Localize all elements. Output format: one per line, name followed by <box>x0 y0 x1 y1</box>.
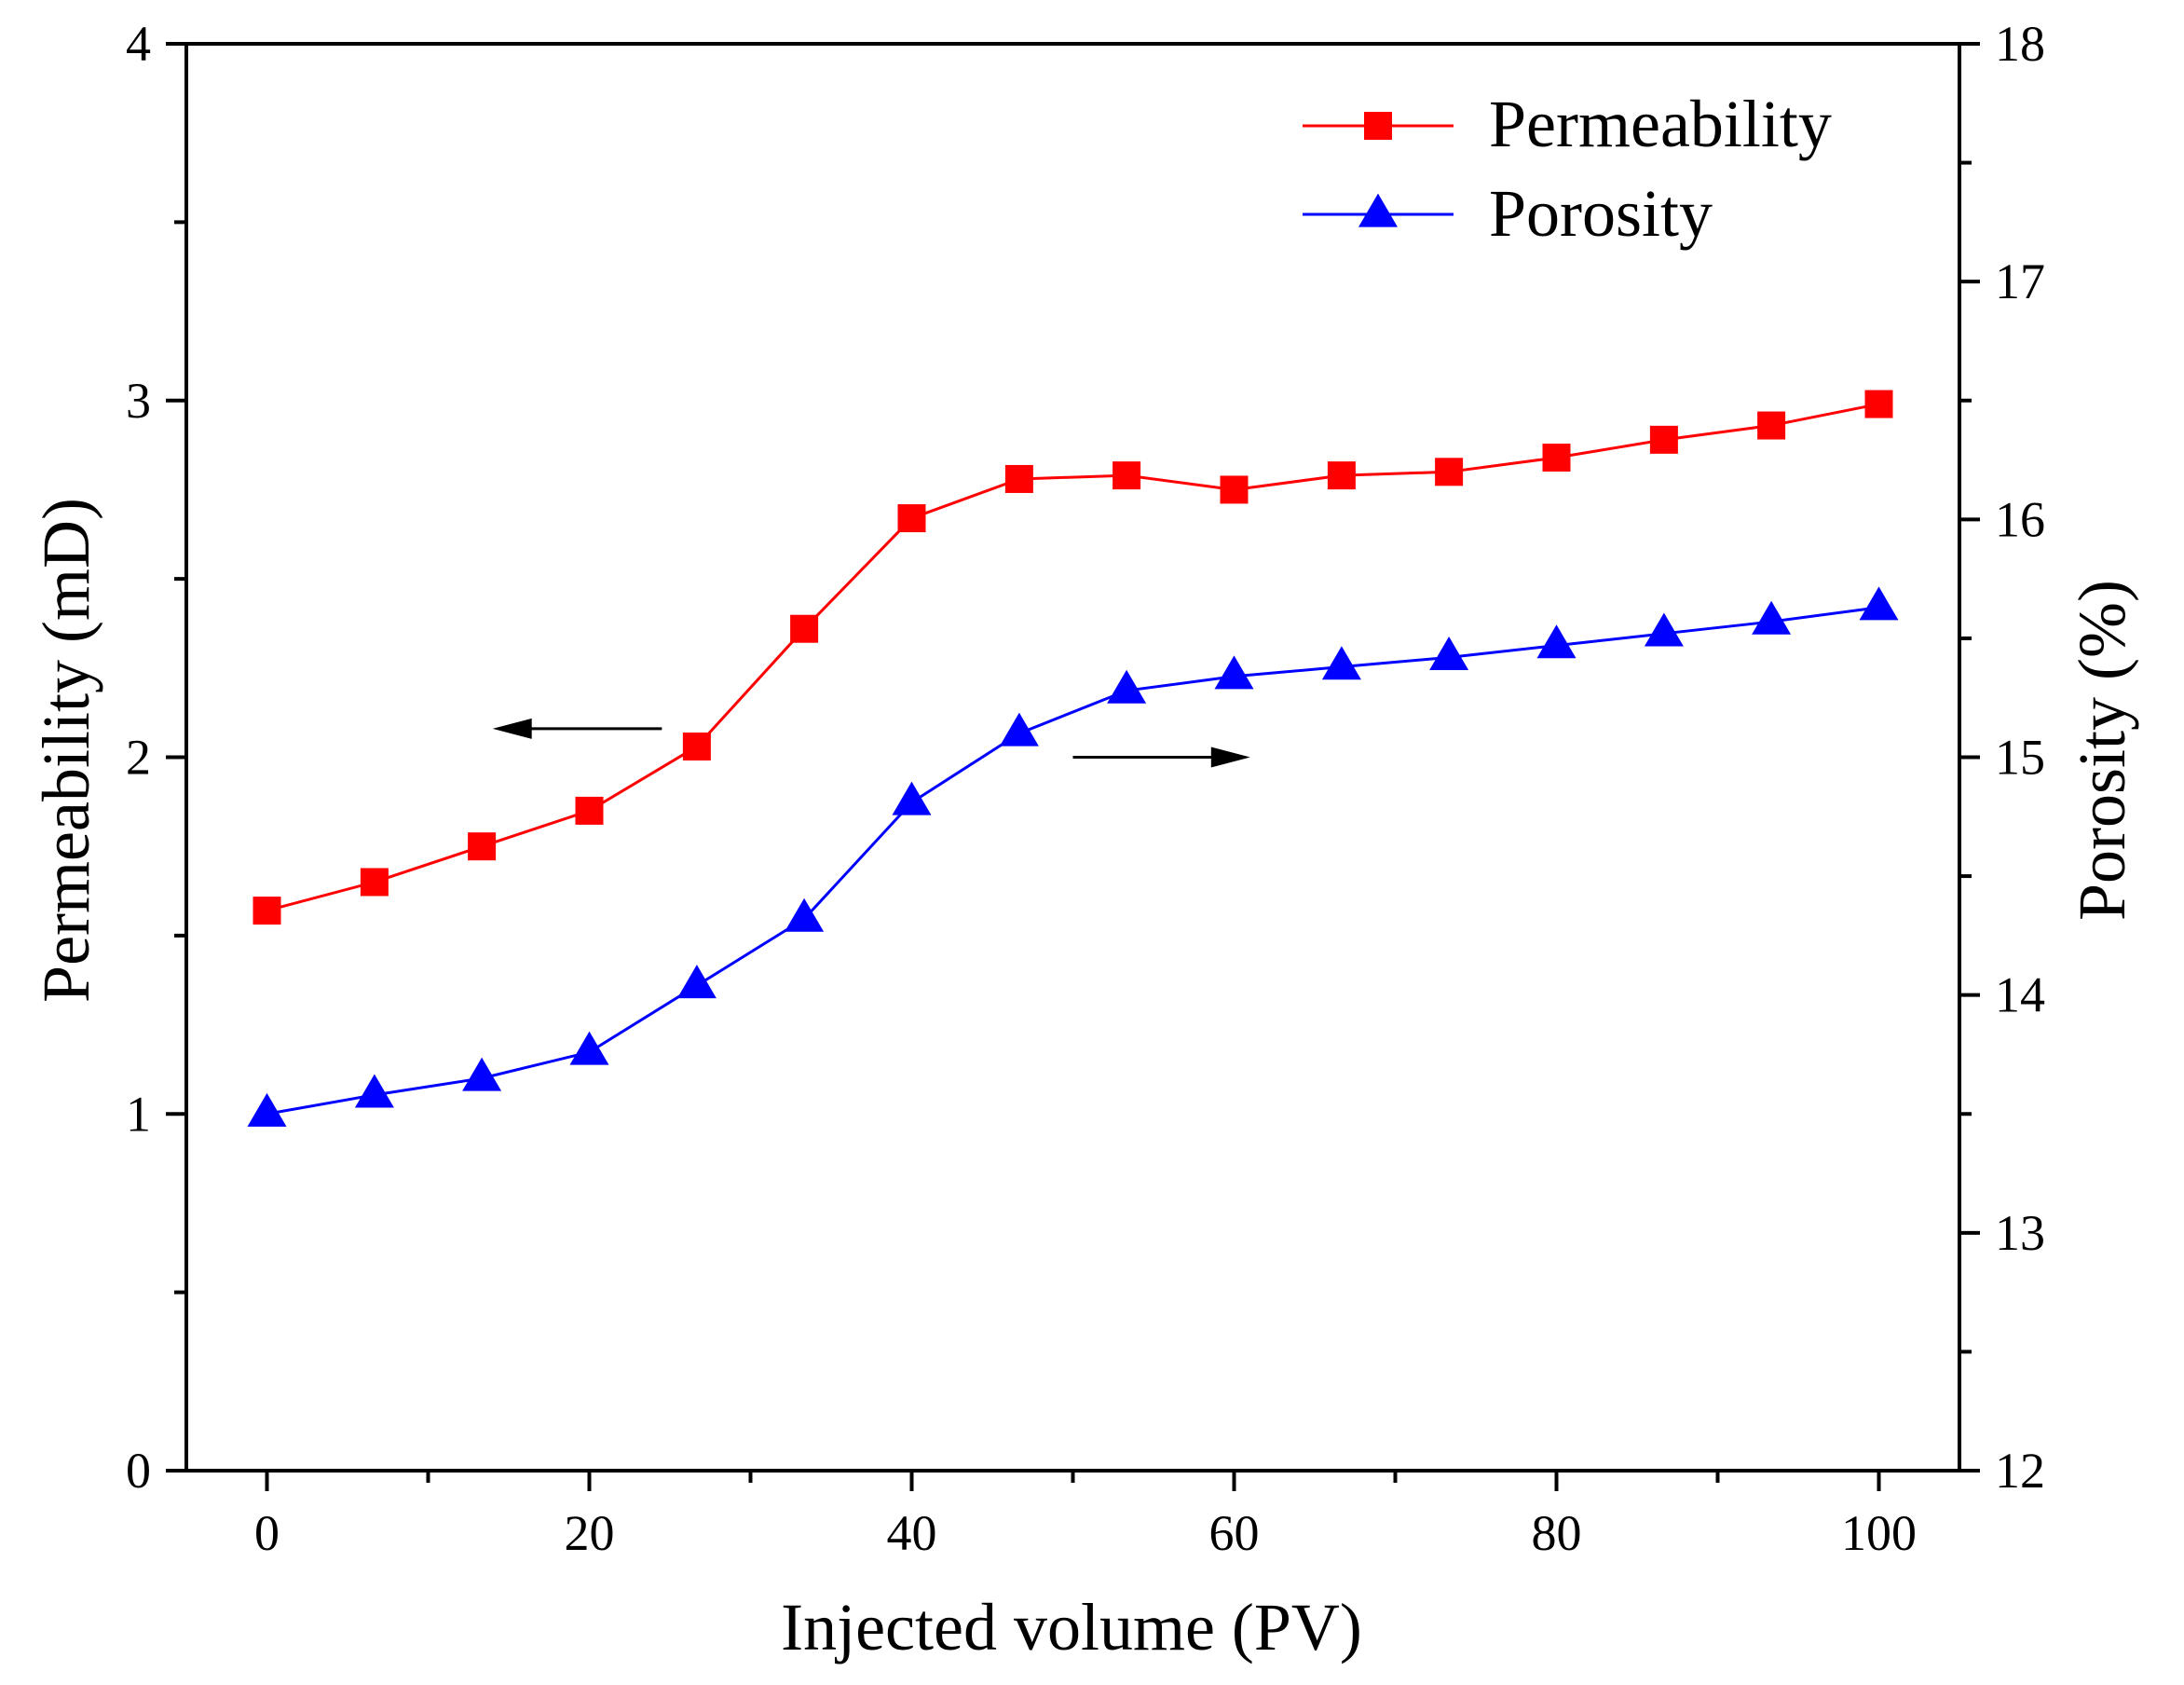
legend-label-permeability: Permeability <box>1489 87 1832 161</box>
point-porosity <box>1107 669 1147 704</box>
right-axis-arrow-head <box>1210 747 1250 768</box>
left-axis-arrow-head <box>492 718 532 739</box>
point-permeability <box>1757 411 1786 440</box>
point-porosity <box>1644 612 1684 647</box>
x-tick-label: 80 <box>1532 1505 1582 1561</box>
point-permeability <box>682 733 711 761</box>
point-permeability <box>1542 443 1571 472</box>
y-axis-title: Permeability (mD) <box>29 498 103 1003</box>
y-tick-label: 3 <box>126 373 151 429</box>
x-axis-title: Injected volume (PV) <box>781 1590 1362 1664</box>
point-permeability <box>575 796 604 825</box>
point-permeability <box>1112 461 1141 490</box>
legend-marker-porosity <box>1358 193 1398 227</box>
y2-axis-title: Porosity (%) <box>2065 580 2139 921</box>
x-tick-label: 100 <box>1841 1505 1917 1561</box>
point-porosity <box>569 1031 609 1065</box>
point-permeability <box>1649 425 1678 454</box>
series-line-permeability <box>266 403 1879 912</box>
y2-tick-label: 15 <box>1995 730 2045 786</box>
legend: Permeability Porosity <box>1303 87 1832 251</box>
point-permeability <box>790 614 819 643</box>
y2-tick-label: 13 <box>1995 1205 2045 1261</box>
point-porosity <box>1321 646 1361 680</box>
point-permeability <box>1004 464 1033 493</box>
x-tick-label: 40 <box>887 1505 937 1561</box>
y2-tick-label: 12 <box>1995 1443 2045 1499</box>
point-porosity <box>1429 637 1469 671</box>
x-tick-label: 20 <box>565 1505 615 1561</box>
y-tick-label: 0 <box>126 1443 151 1499</box>
x-tick-label: 0 <box>254 1505 280 1561</box>
point-porosity <box>354 1074 394 1108</box>
legend-label-porosity: Porosity <box>1489 176 1713 251</box>
point-porosity <box>1859 586 1899 621</box>
y2-tick-label: 16 <box>1995 491 2045 547</box>
y2-tick-label: 14 <box>1995 967 2045 1023</box>
point-permeability <box>1435 458 1464 486</box>
point-porosity <box>999 712 1039 747</box>
y-tick-label: 2 <box>126 730 151 786</box>
point-porosity <box>462 1057 502 1091</box>
y2-tick-label: 17 <box>1995 253 2045 309</box>
point-porosity <box>1214 655 1254 690</box>
point-permeability <box>1327 461 1356 490</box>
point-permeability <box>253 897 281 925</box>
point-porosity <box>785 897 825 932</box>
point-porosity <box>676 965 717 999</box>
point-permeability <box>897 504 926 533</box>
point-permeability <box>1220 475 1249 504</box>
x-tick-label: 60 <box>1209 1505 1260 1561</box>
point-permeability <box>360 868 389 897</box>
legend-marker-permeability <box>1364 112 1392 140</box>
y2-tick-label: 18 <box>1995 16 2045 72</box>
point-porosity <box>892 781 932 815</box>
point-porosity <box>247 1092 287 1127</box>
point-porosity <box>1752 600 1792 635</box>
point-porosity <box>1536 624 1577 659</box>
point-permeability <box>468 832 497 861</box>
point-permeability <box>1864 390 1893 418</box>
series-line-porosity <box>266 606 1879 1116</box>
y-tick-label: 1 <box>126 1086 151 1142</box>
y-tick-label: 4 <box>126 16 151 72</box>
